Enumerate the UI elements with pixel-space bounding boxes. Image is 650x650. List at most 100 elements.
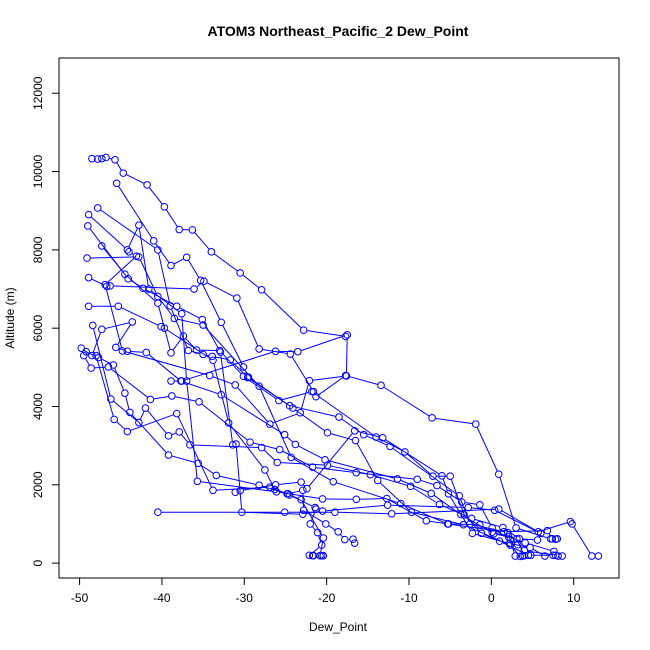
profile-series [79,351,566,560]
series-segment [174,396,196,402]
data-point [352,495,361,504]
data-point [135,418,143,427]
series-segment [213,253,238,272]
series-segment [272,413,298,424]
series-segment [383,386,430,417]
data-point [141,404,150,412]
data-point [98,154,106,163]
data-point [319,534,328,542]
data-point [167,349,175,357]
series-segment [281,392,309,401]
series-segment [450,523,501,532]
series-segment [105,287,123,348]
data-point [422,517,431,525]
series-segment [295,409,326,432]
series-segment [413,487,437,504]
series-segment [171,432,177,436]
data-point [499,523,507,532]
data-point [215,346,224,355]
data-point [298,486,307,495]
series-segment [179,307,200,319]
data-point [566,517,575,526]
data-point [160,202,169,211]
data-point [457,498,466,506]
y-tick-label: 8000 [31,236,45,263]
series-segment [145,289,175,306]
series-segment [433,494,459,514]
data-point [216,348,225,356]
data-point [331,508,339,517]
series-segment [394,508,496,515]
series-segment [338,511,389,515]
series-segment [449,496,472,531]
data-point [149,237,158,245]
data-point [334,527,342,536]
data-point [233,294,241,302]
series-segment [84,358,90,366]
series-segment [219,475,257,485]
series-segment [519,528,548,539]
data-point [520,546,529,555]
data-point [228,441,237,449]
data-point [512,524,520,532]
data-point [172,302,181,311]
series-segment [501,510,536,531]
series-segment [429,520,446,524]
data-point [549,551,557,560]
y-axis: 0 2000 4000 6000 8000 10000 12000 [31,76,60,566]
data-point [297,478,305,486]
series-segment [311,526,316,531]
series-segment [88,352,96,357]
series-segment [508,535,515,554]
series-segment [222,325,243,365]
data-point [294,347,302,356]
series-segment [392,447,457,495]
data-point [142,348,151,357]
series-segment [200,464,214,474]
data-point [106,282,114,290]
series-segment [359,472,415,480]
data-point [286,350,295,358]
series-segment [243,484,273,491]
data-point [350,426,359,435]
profile-series [154,505,603,560]
data-point [172,409,181,418]
series-segment [541,522,568,532]
series-segment [139,410,145,420]
series-segment [166,329,211,359]
series-segment [201,283,221,320]
series-segment [116,162,122,171]
series-segment [385,439,440,475]
series-segment [93,328,111,396]
data-point [112,179,121,188]
data-point [313,528,322,537]
series-segment [330,465,368,475]
data-point [383,501,392,509]
data-point [179,332,188,340]
data-point [146,395,155,404]
data-point [139,284,147,293]
data-point [193,477,202,486]
data-point [125,248,133,256]
series-segment [90,256,136,259]
data-point [107,395,115,403]
series-segment [186,384,198,479]
series-segment [325,504,385,512]
profile-series [88,321,542,544]
series-segment [125,174,145,184]
data-point [111,156,119,164]
data-point [93,204,102,212]
y-axis-label: Altitude (m) [3,287,17,348]
x-tick-label: -50 [71,591,89,605]
series-segment [312,375,344,381]
series-segment [139,259,157,294]
data-point [280,430,289,439]
series-segment [262,348,288,354]
data-point [308,463,317,471]
data-point [275,396,283,405]
series-segment [272,487,287,495]
data-point [84,222,92,230]
data-point [207,248,216,256]
series-segment [357,431,380,438]
